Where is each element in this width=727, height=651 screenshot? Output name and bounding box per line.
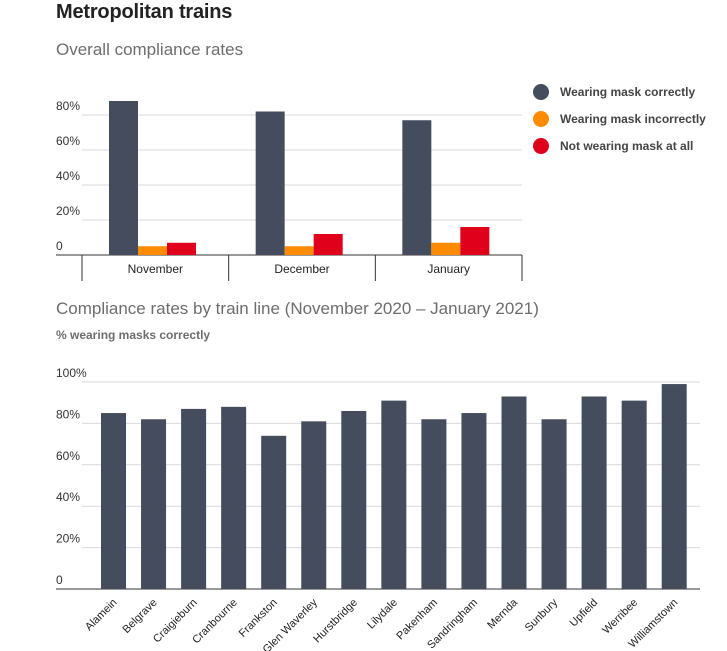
bar — [661, 384, 687, 589]
y-tick-label: 40% — [56, 169, 80, 183]
y-tick-label: 40% — [56, 490, 80, 504]
x-tick-label: Alamein — [83, 597, 120, 634]
bar — [101, 413, 126, 589]
legend-swatch-incorrect — [533, 110, 549, 127]
bar — [255, 111, 285, 255]
y-tick-label: 60% — [56, 134, 80, 148]
bar — [541, 419, 567, 589]
y-tick-label: 80% — [56, 99, 80, 113]
bar — [167, 242, 196, 255]
x-tick-label: Sunbury — [523, 596, 561, 634]
legend-swatch-correct — [533, 83, 549, 100]
bar — [284, 246, 314, 255]
bar — [313, 234, 343, 255]
bar — [501, 396, 527, 589]
bar — [221, 406, 247, 589]
bar — [581, 396, 607, 589]
bar — [261, 435, 287, 589]
bar — [431, 242, 461, 255]
x-tick-label: Upfield — [568, 597, 601, 630]
chart2-title: Compliance rates by train line (November… — [56, 299, 539, 318]
legend-item-correct[interactable]: Wearing mask correctly — [533, 78, 706, 105]
x-tick-label: Mernda — [485, 596, 520, 631]
bar — [181, 408, 207, 589]
y-tick-label: 20% — [56, 204, 80, 218]
legend-swatch-none — [533, 137, 549, 154]
bar — [381, 400, 407, 589]
y-tick-label: 20% — [56, 532, 80, 546]
y-tick-label: 80% — [56, 407, 80, 421]
bar — [109, 101, 138, 255]
chart2-ylabel: % wearing masks correctly — [56, 328, 211, 342]
chart1-title: Overall compliance rates — [56, 40, 244, 59]
x-tick-label: November — [128, 262, 183, 276]
legend-item-incorrect[interactable]: Wearing mask incorrectly — [533, 105, 706, 132]
bar — [461, 413, 487, 589]
legend-item-none[interactable]: Not wearing mask at all — [533, 132, 706, 159]
bar — [460, 227, 490, 255]
legend-label: Wearing mask correctly — [560, 84, 696, 99]
y-tick-label: 60% — [56, 449, 80, 463]
bar — [301, 421, 327, 589]
legend: Wearing mask correctly Wearing mask inco… — [533, 78, 706, 159]
y-tick-label: 0 — [56, 573, 63, 587]
x-tick-label: Werribee — [600, 597, 640, 637]
bar — [141, 419, 167, 589]
y-tick-label: 0 — [56, 239, 63, 253]
bar — [421, 419, 447, 589]
bar — [402, 120, 432, 255]
x-tick-label: January — [427, 262, 470, 276]
bar — [341, 410, 367, 589]
bar — [138, 246, 167, 255]
y-tick-label: 100% — [56, 366, 87, 380]
x-tick-label: Lilydale — [365, 597, 400, 632]
x-tick-label: Frankston — [237, 597, 280, 640]
bar — [621, 400, 647, 589]
x-tick-label: December — [274, 262, 329, 276]
legend-label: Not wearing mask at all — [560, 138, 694, 153]
page-title: Metropolitan trains — [56, 1, 233, 23]
legend-label: Wearing mask incorrectly — [560, 111, 706, 126]
x-tick-label: Belgrave — [120, 597, 159, 636]
